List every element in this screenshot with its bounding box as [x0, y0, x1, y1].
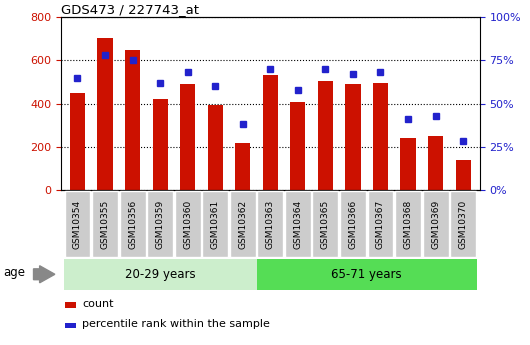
Bar [125, 50, 140, 190]
Text: percentile rank within the sample: percentile rank within the sample [82, 319, 270, 329]
Text: GSM10369: GSM10369 [431, 200, 440, 249]
Text: GDS473 / 227743_at: GDS473 / 227743_at [61, 3, 199, 16]
Text: GSM10367: GSM10367 [376, 200, 385, 249]
Bar [346, 84, 360, 190]
Text: GSM10359: GSM10359 [156, 200, 165, 249]
Bar [65, 191, 91, 257]
Bar [318, 81, 333, 190]
Bar [313, 191, 338, 257]
Text: GSM10363: GSM10363 [266, 200, 275, 249]
Text: GSM10355: GSM10355 [101, 200, 110, 249]
Bar [258, 191, 283, 257]
Bar [147, 191, 173, 257]
Text: 20-29 years: 20-29 years [125, 268, 196, 281]
Text: GSM10362: GSM10362 [238, 200, 248, 249]
Text: GSM10360: GSM10360 [183, 200, 192, 249]
Bar [395, 191, 421, 257]
Bar [235, 143, 250, 190]
Bar [367, 191, 393, 257]
Bar [120, 191, 146, 257]
Bar [208, 105, 223, 190]
Bar [175, 191, 201, 257]
Bar [64, 259, 257, 290]
Bar [153, 99, 167, 190]
Bar [230, 191, 255, 257]
Text: GSM10370: GSM10370 [458, 200, 467, 249]
Bar [290, 102, 305, 190]
Bar [98, 38, 112, 190]
Bar [180, 84, 195, 190]
Bar [257, 259, 477, 290]
Text: GSM10354: GSM10354 [73, 200, 82, 249]
Bar [428, 136, 443, 190]
Bar [263, 76, 278, 190]
Text: count: count [82, 299, 113, 309]
Bar [456, 159, 471, 190]
Bar [70, 93, 85, 190]
Text: GSM10361: GSM10361 [211, 200, 220, 249]
Text: GSM10356: GSM10356 [128, 200, 137, 249]
Text: 65-71 years: 65-71 years [331, 268, 402, 281]
Text: GSM10365: GSM10365 [321, 200, 330, 249]
Bar [422, 191, 448, 257]
Bar [65, 302, 76, 308]
Bar [92, 191, 118, 257]
Bar [401, 138, 416, 190]
Bar [340, 191, 366, 257]
Bar [202, 191, 228, 257]
Text: GSM10366: GSM10366 [348, 200, 357, 249]
Text: GSM10364: GSM10364 [293, 200, 302, 249]
Text: age: age [3, 266, 25, 279]
Bar [373, 83, 388, 190]
Bar [450, 191, 476, 257]
FancyArrow shape [33, 266, 55, 283]
Text: GSM10368: GSM10368 [403, 200, 412, 249]
Bar [285, 191, 311, 257]
Bar [65, 323, 76, 328]
